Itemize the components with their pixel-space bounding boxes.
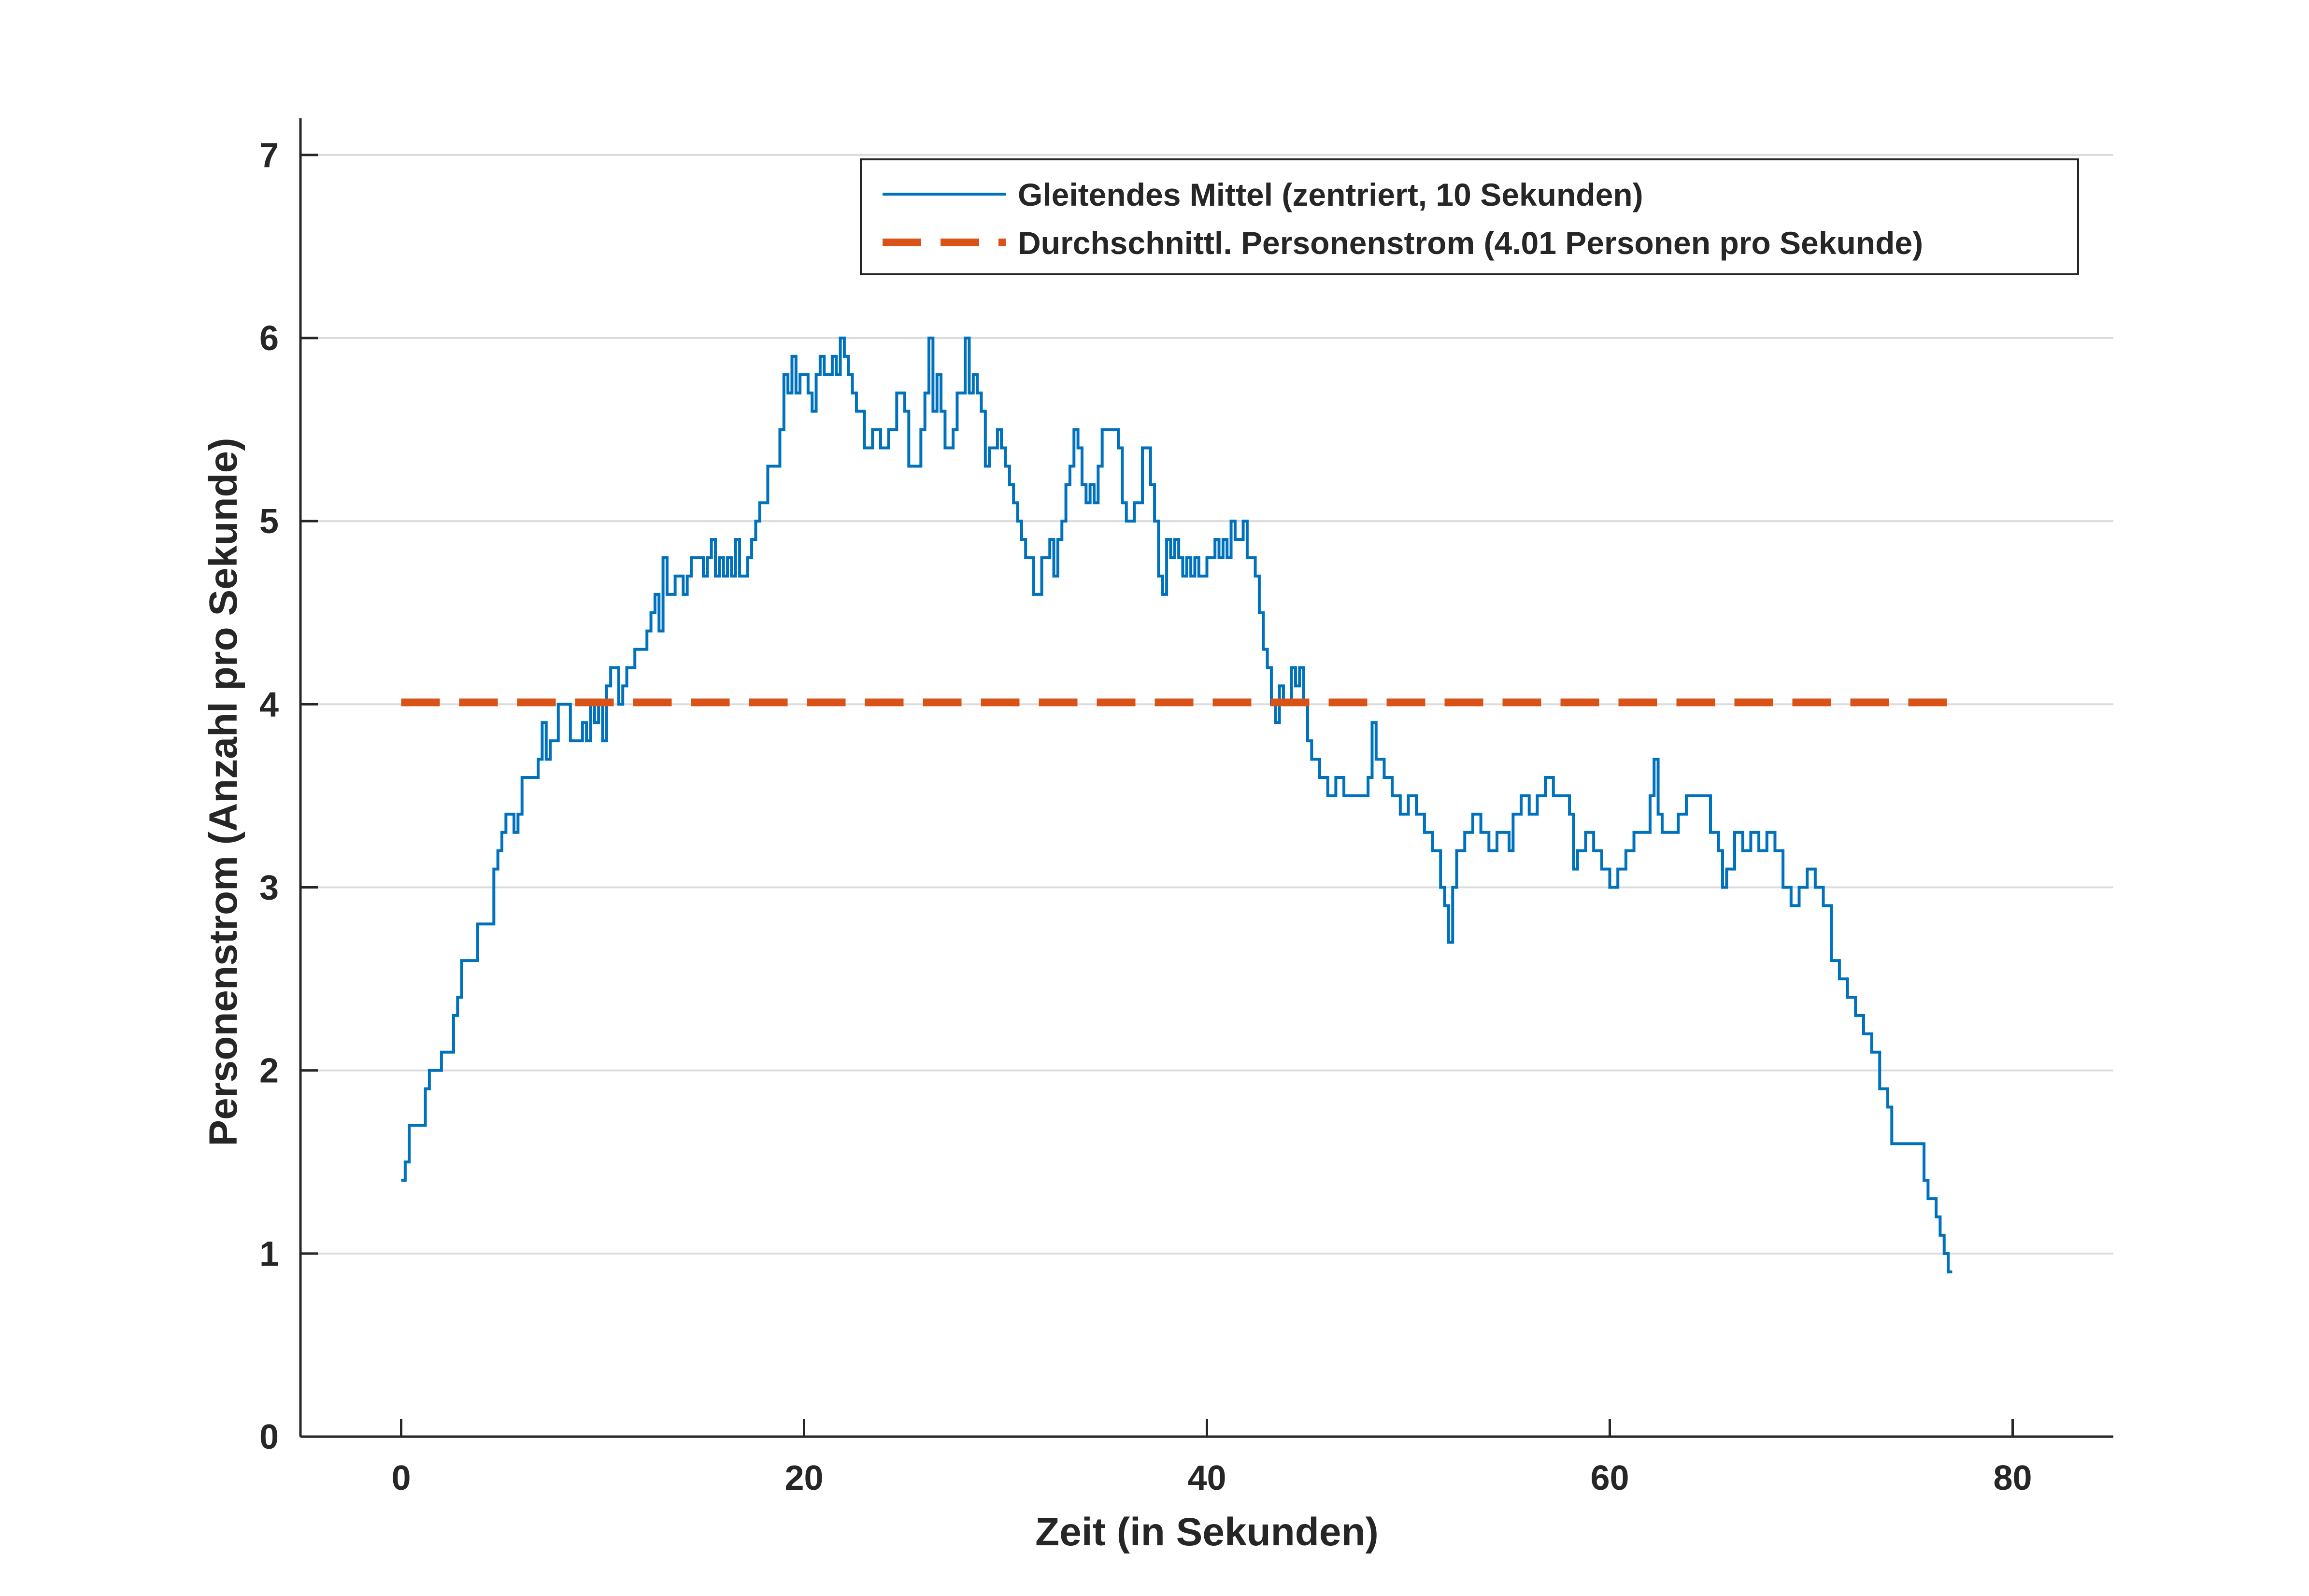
y-tick-label: 2 [259, 1052, 279, 1090]
legend-label-average-flow: Durchschnittl. Personenstrom (4.01 Perso… [1018, 225, 1923, 261]
x-tick-label: 40 [1187, 1459, 1226, 1497]
y-tick-label: 5 [259, 502, 279, 541]
y-tick-label: 0 [259, 1418, 279, 1456]
y-tick-label: 7 [259, 136, 279, 175]
ticks: 0 1 2 3 4 5 6 7 0 20 40 60 80 [259, 136, 2032, 1497]
x-tick-label: 0 [391, 1459, 411, 1497]
legend-box [860, 158, 2079, 275]
y-tick-label: 1 [259, 1235, 279, 1273]
y-tick-label: 3 [259, 869, 279, 907]
y-tick-label: 6 [259, 319, 279, 358]
x-axis-title: Zeit (in Sekunden) [1035, 1510, 1379, 1554]
y-tick-label: 4 [259, 685, 279, 724]
x-tick-label: 60 [1590, 1459, 1629, 1497]
x-tick-label: 20 [784, 1459, 823, 1497]
x-tick-label: 80 [1993, 1459, 2032, 1497]
y-axis-title: Personenstrom (Anzahl pro Sekunde) [201, 438, 245, 1146]
legend: Gleitendes Mittel (zentriert, 10 Sekunde… [860, 158, 2079, 275]
legend-label-moving-average: Gleitendes Mittel (zentriert, 10 Sekunde… [1018, 177, 1643, 212]
series-line-moving-average [401, 337, 1953, 1273]
series [401, 337, 1953, 1273]
